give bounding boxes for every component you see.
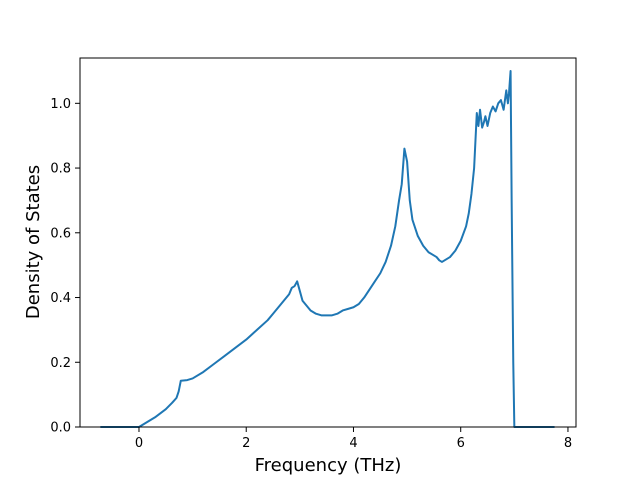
y-axis-ticks: 0.0 0.2 0.4 0.6 0.8 1.0 xyxy=(50,97,80,436)
x-tick-label: 2 xyxy=(242,436,250,451)
y-tick-label: 0.8 xyxy=(50,162,71,177)
plot-area xyxy=(79,57,577,428)
y-tick-label: 0.2 xyxy=(50,356,71,371)
x-tick-label: 8 xyxy=(564,436,572,451)
axes-frame xyxy=(79,57,577,428)
y-tick-label: 0.0 xyxy=(50,421,71,436)
series-line-0 xyxy=(100,69,555,428)
x-axis-label: Frequency (THz) xyxy=(255,455,402,476)
x-tick-label: 4 xyxy=(349,436,357,451)
x-tick-label: 6 xyxy=(457,436,465,451)
y-tick-label: 0.6 xyxy=(50,226,71,241)
y-axis-label: Density of States xyxy=(23,165,44,319)
y-tick-label: 1.0 xyxy=(50,97,71,112)
y-tick-label: 0.4 xyxy=(50,291,71,306)
x-tick-label: 0 xyxy=(135,436,143,451)
x-axis-ticks: 0 2 4 6 8 xyxy=(135,427,572,451)
